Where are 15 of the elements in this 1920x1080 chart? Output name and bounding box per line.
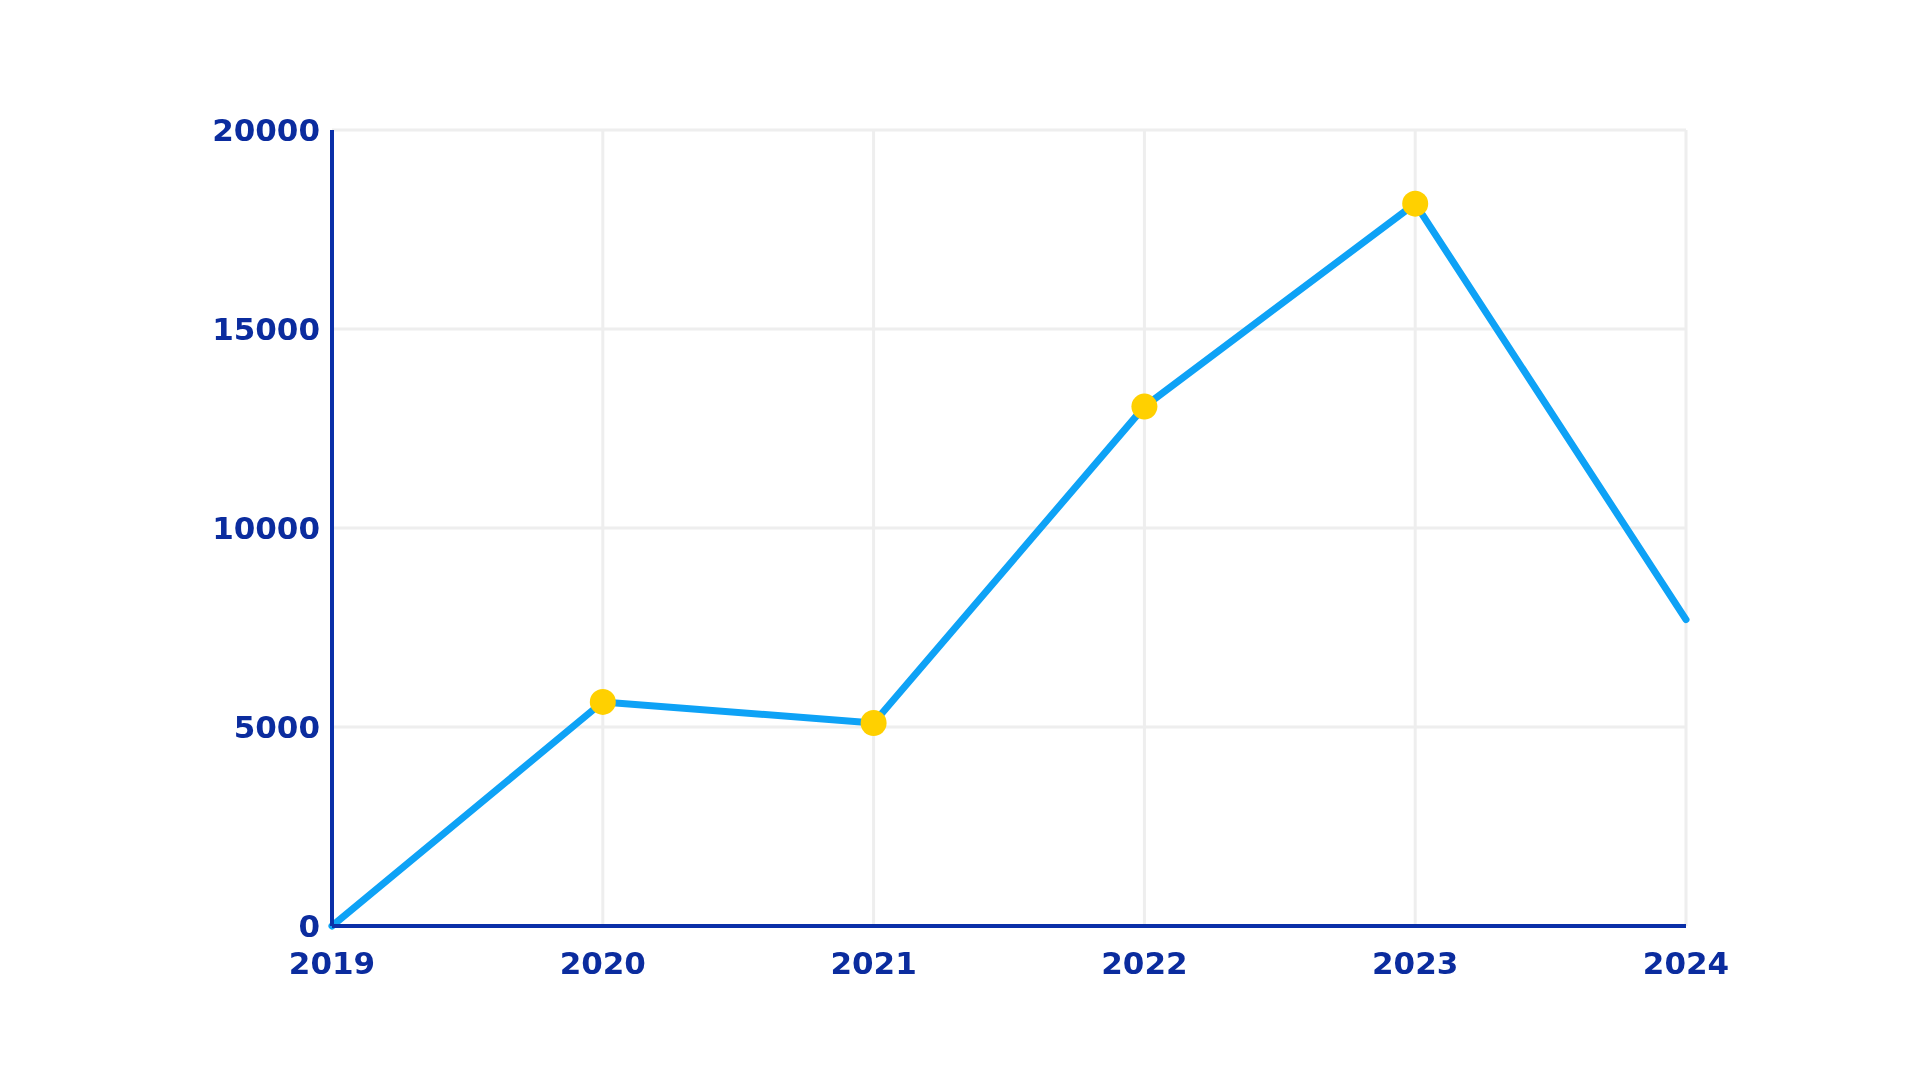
y-tick-label: 10000 xyxy=(212,509,320,546)
point xyxy=(1402,190,1429,217)
x-tick-label: 2024 xyxy=(1642,945,1730,981)
x-tick-label: 2020 xyxy=(559,945,646,981)
x-tick-label: 2023 xyxy=(1372,945,1459,981)
y-tick-label: 20000 xyxy=(212,111,320,148)
x-tick-label: 2021 xyxy=(830,945,917,981)
x-tick-label: 2022 xyxy=(1101,945,1188,981)
y-tick-label: 15000 xyxy=(212,310,320,347)
y-tick-label: 5000 xyxy=(233,708,320,745)
point xyxy=(1131,393,1158,420)
x-tick-label: 2019 xyxy=(288,945,376,981)
point xyxy=(860,710,887,737)
y-tick-label: 0 xyxy=(298,907,320,944)
point xyxy=(589,688,616,715)
